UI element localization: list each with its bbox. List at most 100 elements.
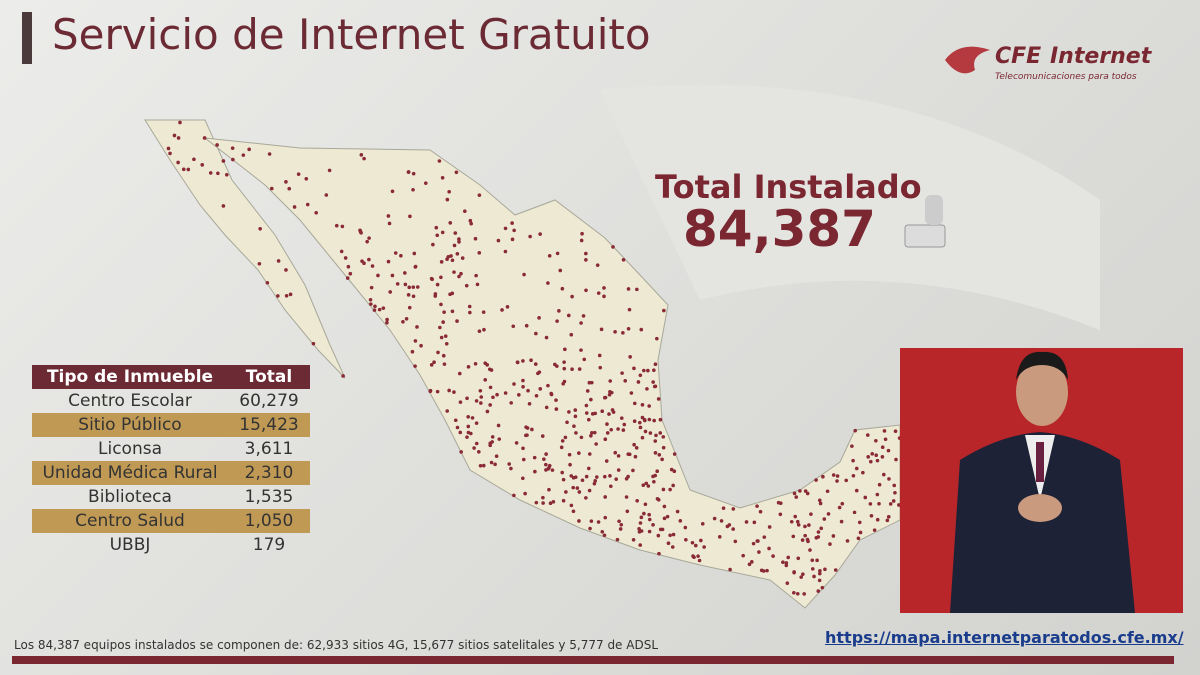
- site-dot: [619, 416, 624, 420]
- site-dot: [550, 468, 555, 472]
- bg-swoosh: [600, 84, 1100, 331]
- site-dot: [172, 133, 177, 138]
- site-dot: [635, 287, 639, 292]
- site-dot: [600, 409, 605, 414]
- site-dot: [510, 221, 514, 225]
- site-dot: [646, 368, 650, 373]
- site-dot: [778, 501, 783, 505]
- site-dot: [572, 424, 576, 428]
- site-dot: [441, 320, 445, 324]
- site-dot: [665, 514, 670, 519]
- site-dot: [507, 462, 512, 466]
- site-dot: [413, 364, 417, 368]
- site-dot: [574, 431, 578, 435]
- site-dot: [792, 570, 796, 574]
- site-dot: [423, 181, 428, 185]
- site-dot: [514, 441, 519, 445]
- site-dot: [594, 475, 599, 479]
- site-dot: [459, 450, 463, 454]
- site-dot: [496, 423, 501, 428]
- site-dot: [581, 314, 586, 318]
- site-dot: [457, 274, 461, 279]
- site-dot: [637, 420, 642, 425]
- site-dot: [490, 435, 495, 439]
- site-dot: [479, 395, 484, 399]
- site-dot: [415, 285, 420, 289]
- site-dot: [565, 420, 569, 425]
- site-dot: [324, 193, 329, 197]
- site-dot: [509, 401, 513, 405]
- table-cell: 60,279: [239, 391, 299, 411]
- site-dot: [639, 529, 644, 533]
- site-dot: [567, 452, 572, 457]
- site-dot: [544, 335, 549, 340]
- site-dot: [563, 347, 567, 352]
- site-dot: [385, 317, 389, 322]
- site-dot: [605, 431, 610, 435]
- site-dot: [638, 373, 643, 378]
- site-dot: [656, 533, 661, 538]
- site-dot: [661, 435, 666, 439]
- site-dot: [176, 160, 180, 165]
- interpreter-video: [900, 348, 1183, 613]
- site-dot: [647, 417, 652, 422]
- site-dot: [562, 366, 567, 371]
- site-dot: [863, 495, 868, 500]
- site-dot: [466, 424, 471, 429]
- site-dot: [652, 418, 656, 423]
- site-dot: [627, 452, 632, 457]
- site-dot: [607, 412, 611, 416]
- site-dot: [647, 529, 652, 534]
- site-dot: [626, 326, 631, 331]
- site-dot: [654, 433, 658, 438]
- site-dot: [460, 256, 465, 260]
- site-dot: [584, 496, 588, 500]
- site-dot: [327, 168, 332, 173]
- site-dot: [693, 543, 698, 548]
- site-dot: [875, 517, 880, 522]
- site-dot: [367, 236, 371, 240]
- site-dot: [411, 187, 415, 192]
- site-dot: [533, 469, 537, 474]
- site-dot: [683, 525, 688, 530]
- site-dot: [181, 167, 186, 172]
- site-dot: [584, 411, 589, 415]
- site-dot: [798, 489, 802, 493]
- site-dot: [534, 500, 539, 505]
- site-dot: [580, 478, 585, 483]
- site-dot: [564, 490, 568, 494]
- site-dot: [465, 435, 469, 439]
- site-dot: [818, 569, 822, 573]
- site-dot: [872, 528, 877, 532]
- site-dot: [472, 446, 476, 450]
- site-dot: [376, 273, 380, 278]
- site-dot: [494, 454, 499, 459]
- site-dot: [608, 379, 613, 383]
- site-dot: [894, 457, 898, 462]
- site-dot: [627, 307, 632, 312]
- site-dot: [814, 478, 818, 482]
- footer-url[interactable]: https://mapa.internetparatodos.cfe.mx/: [825, 628, 1184, 647]
- table-row: Unidad Médica Rural 2,310: [32, 461, 310, 485]
- site-dot: [658, 431, 663, 435]
- site-dot: [893, 490, 897, 495]
- site-dot: [624, 495, 629, 499]
- site-dot: [562, 379, 567, 384]
- site-dot: [360, 259, 364, 263]
- site-dot: [792, 590, 796, 595]
- site-dot: [605, 422, 609, 426]
- site-dot: [602, 286, 606, 290]
- site-dot: [287, 186, 292, 191]
- site-dot: [755, 504, 759, 508]
- site-dot: [793, 514, 798, 519]
- site-dot: [468, 310, 472, 315]
- site-dot: [393, 251, 398, 255]
- site-dot: [474, 441, 479, 446]
- site-dot: [826, 512, 831, 516]
- site-dot: [645, 387, 649, 391]
- site-dot: [652, 384, 657, 389]
- site-dot: [818, 501, 823, 506]
- site-dot: [438, 325, 442, 330]
- site-dot: [521, 378, 525, 383]
